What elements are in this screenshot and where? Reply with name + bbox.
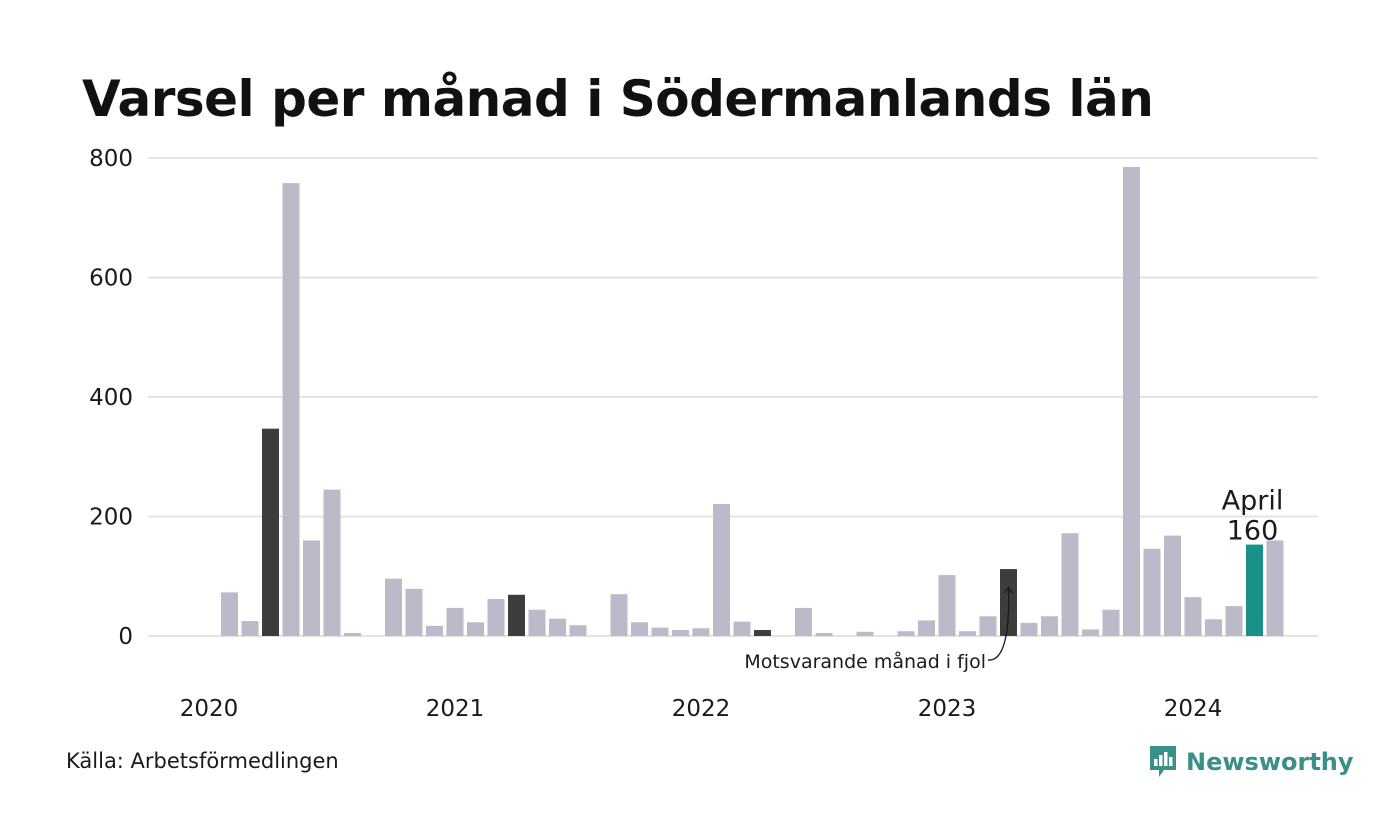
bar-2023-07	[1061, 533, 1079, 636]
bar-2022-04	[754, 630, 771, 636]
x-year-label: 2020	[180, 696, 239, 722]
newsworthy-logo-icon	[1150, 746, 1176, 777]
bar-2024-02	[1205, 619, 1222, 636]
x-axis: 2020 2021 2022 2023 2024	[180, 696, 1223, 722]
y-tick-label: 200	[89, 505, 133, 531]
x-year-label: 2021	[426, 696, 485, 722]
bar-2023-02	[959, 631, 976, 636]
bar-2020-04	[262, 428, 279, 636]
bar-2021-04	[508, 594, 525, 636]
bar-2022-07	[815, 633, 833, 636]
bar-2022-03	[733, 621, 751, 636]
bar-2020-10	[385, 578, 402, 636]
y-tick-label: 800	[89, 146, 133, 172]
bar-2020-07	[323, 489, 341, 636]
bar-2020-08	[344, 633, 361, 636]
bar-2023-05	[1020, 622, 1038, 636]
bar-undefined	[1266, 540, 1284, 636]
bar-2023-01	[938, 575, 956, 636]
same-month-annotation: Motsvarande månad i fjol	[744, 650, 986, 673]
bar-2021-01	[446, 607, 464, 636]
y-tick-label: 0	[118, 624, 133, 650]
bar-2023-08	[1082, 629, 1099, 636]
bar-2022-01	[692, 628, 710, 636]
x-year-label: 2024	[1164, 696, 1223, 722]
bar-2020-11	[405, 588, 423, 636]
bar-2022-09	[856, 631, 874, 636]
bar-2021-12	[672, 630, 689, 636]
y-tick-label: 400	[89, 385, 133, 411]
bar-2024-01	[1184, 597, 1202, 636]
bar-2023-03	[979, 616, 997, 636]
bar-2021-06	[549, 618, 566, 636]
annotation-arrow	[987, 587, 1010, 661]
bar-2021-11	[651, 627, 669, 636]
bar-2022-11	[897, 631, 915, 636]
bar-2021-05	[528, 609, 546, 636]
newsworthy-logo: Newsworthy	[1148, 744, 1354, 780]
y-axis: 0 200 400 600 800	[89, 146, 133, 650]
bar-2021-03	[487, 598, 505, 636]
bar-2020-02	[221, 592, 238, 636]
chart-title: Varsel per månad i Södermanlands län	[82, 70, 1154, 128]
bar-2023-09	[1102, 609, 1120, 636]
brand-name: Newsworthy	[1186, 748, 1354, 776]
bar-2023-11	[1143, 548, 1161, 636]
bar-2021-02	[467, 622, 484, 636]
annotation-arrowhead	[1003, 585, 1014, 594]
bar-2020-06	[303, 540, 320, 636]
bars	[221, 166, 1284, 636]
source-note: Källa: Arbetsförmedlingen	[66, 749, 339, 773]
bar-2021-10	[631, 622, 648, 636]
bar-2022-12	[918, 620, 935, 636]
bar-2020-05	[282, 183, 300, 636]
bar-2020-12	[426, 625, 443, 636]
bar-2023-12	[1164, 535, 1181, 636]
bar-2021-07	[569, 625, 587, 636]
bar-2022-06	[795, 607, 812, 636]
bar-2023-06	[1041, 616, 1058, 636]
bar-2023-10	[1123, 166, 1140, 636]
bar-2024-04	[1246, 544, 1263, 636]
x-year-label: 2023	[918, 696, 977, 722]
x-year-label: 2022	[672, 696, 731, 722]
bar-2021-09	[610, 594, 628, 636]
y-tick-label: 600	[89, 266, 133, 292]
current-month-label: April	[1222, 486, 1284, 517]
bar-2024-03	[1225, 606, 1243, 636]
current-value-label: 160	[1227, 516, 1279, 547]
bar-2022-02	[713, 503, 730, 636]
bar-2020-03	[241, 621, 259, 636]
